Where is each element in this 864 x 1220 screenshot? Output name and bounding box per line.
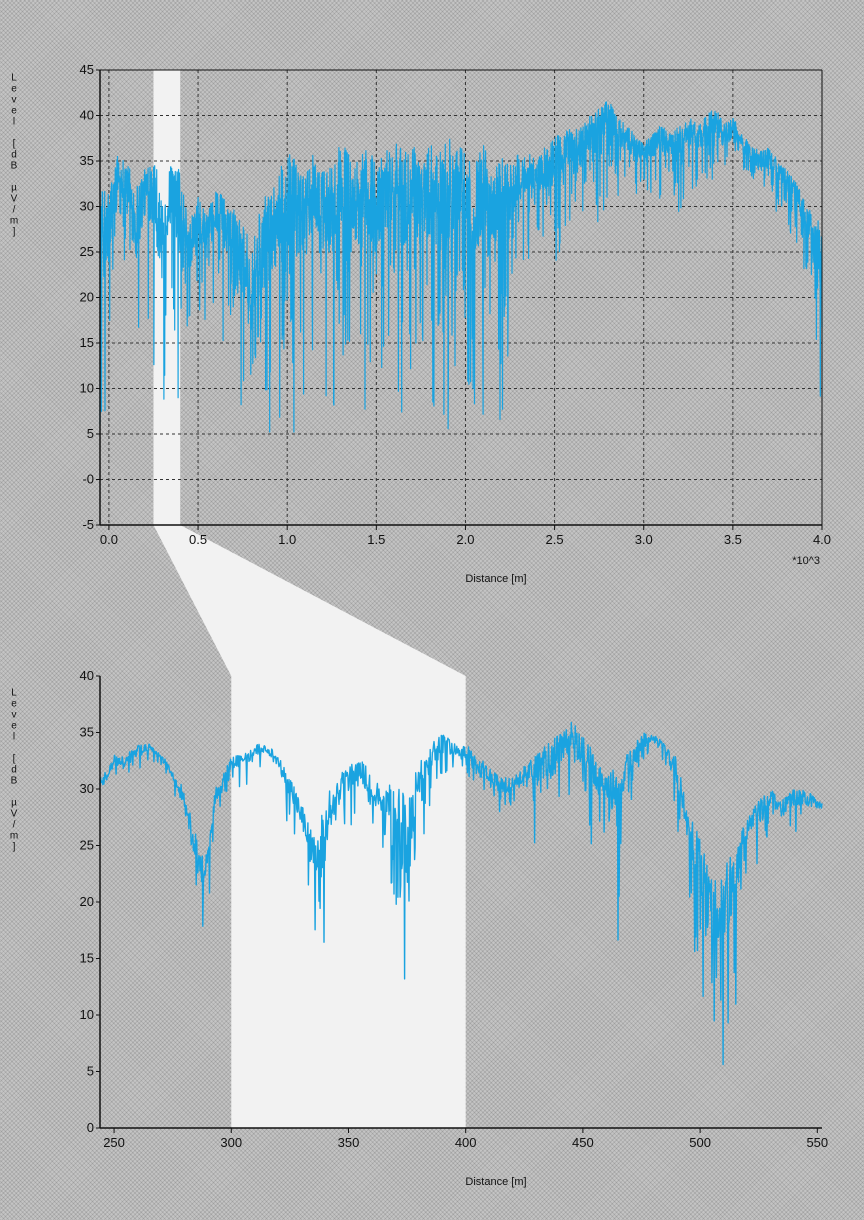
x-tick-label: 0.0 <box>100 532 118 547</box>
y-tick-label: 5 <box>87 1064 94 1079</box>
x-tick-label: 450 <box>572 1135 594 1150</box>
x-tick-label: 1.0 <box>278 532 296 547</box>
series-line <box>99 721 823 1066</box>
y-tick-label: 25 <box>80 838 94 853</box>
y-tick-label: 10 <box>80 1007 94 1022</box>
y-tick-label: 40 <box>80 668 94 683</box>
x-tick-label: 350 <box>338 1135 360 1150</box>
y-tick-label: -0 <box>82 472 94 487</box>
highlight-band <box>231 676 466 1128</box>
y-tick-label: -5 <box>82 517 94 532</box>
y-tick-label: 45 <box>80 62 94 77</box>
x-axis-title: Distance [m] <box>465 1176 526 1188</box>
x-tick-label: 3.0 <box>635 532 653 547</box>
zoom-connector-band <box>153 525 466 676</box>
y-tick-label: 15 <box>80 951 94 966</box>
x-tick-label: 2.5 <box>546 532 564 547</box>
x-tick-label: 300 <box>220 1135 242 1150</box>
y-tick-label: 30 <box>80 199 94 214</box>
y-axis-title: Level [dB µV/m] <box>9 73 20 238</box>
y-tick-label: 10 <box>80 381 94 396</box>
y-tick-label: 30 <box>80 781 94 796</box>
x-tick-label: 250 <box>103 1135 125 1150</box>
x-tick-label: 4.0 <box>813 532 831 547</box>
y-tick-label: 20 <box>80 290 94 305</box>
y-tick-label: 40 <box>80 108 94 123</box>
zoomed-chart: 250 300 350 400 450 500 550 0 5 10 15 20 25 30 35 40 Dis… <box>9 668 829 1188</box>
x-tick-label: 2.0 <box>456 532 474 547</box>
x-tick-label: 500 <box>689 1135 711 1150</box>
series-line <box>99 101 823 433</box>
y-tick-label: 35 <box>80 725 94 740</box>
x-tick-label: 400 <box>455 1135 477 1150</box>
y-tick-label: 15 <box>80 335 94 350</box>
y-tick-label: 35 <box>80 153 94 168</box>
x-tick-label: 550 <box>806 1135 828 1150</box>
overview-chart: 0.0 0.5 1.0 1.5 2.0 2.5 3.0 3.5 4.0 -5 -0 5 10 15 20 25… <box>9 62 832 585</box>
x-axis-title: Distance [m] <box>465 573 526 585</box>
x-tick-label: 3.5 <box>724 532 742 547</box>
y-tick-label: 20 <box>80 894 94 909</box>
y-axis-title: Level [dB µV/m] <box>9 688 20 853</box>
x-axis-multiplier: *10^3 <box>792 555 820 567</box>
x-tick-label: 1.5 <box>367 532 385 547</box>
y-tick-label: 0 <box>87 1120 94 1135</box>
y-tick-label: 25 <box>80 244 94 259</box>
x-tick-label: 0.5 <box>189 532 207 547</box>
y-tick-label: 5 <box>87 426 94 441</box>
